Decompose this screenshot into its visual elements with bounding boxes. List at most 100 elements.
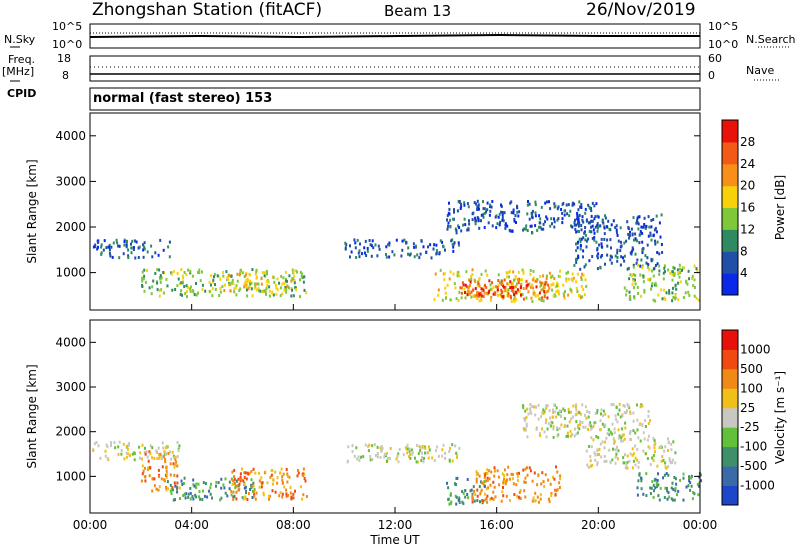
power-cell xyxy=(474,222,477,226)
velocity-cell xyxy=(228,487,231,491)
colorbar-tick-label: 12 xyxy=(740,222,755,236)
velocity-cell xyxy=(690,474,693,478)
power-cell xyxy=(478,292,481,296)
power-cell xyxy=(646,265,649,269)
velocity-cell xyxy=(253,494,256,498)
velocity-cell xyxy=(173,473,176,477)
velocity-cell xyxy=(174,455,177,459)
velocity-cell xyxy=(560,410,563,414)
power-cell xyxy=(660,288,663,292)
power-cell xyxy=(467,290,470,293)
velocity-cell xyxy=(582,425,585,429)
velocity-cell xyxy=(577,410,580,414)
power-cell xyxy=(528,202,531,206)
power-cell xyxy=(251,294,254,298)
power-cell xyxy=(433,243,436,247)
colorbar-swatch xyxy=(722,485,738,506)
power-cell xyxy=(486,208,489,212)
velocity-cell xyxy=(672,487,675,491)
velocity-cell xyxy=(380,445,383,448)
power-cell xyxy=(654,239,656,243)
power-cell xyxy=(623,286,626,290)
velocity-cell xyxy=(664,486,667,490)
power-cell xyxy=(400,254,403,258)
velocity-cell xyxy=(594,458,597,462)
power-cell xyxy=(248,272,251,276)
velocity-cell xyxy=(305,495,308,498)
velocity-cell xyxy=(609,430,612,434)
velocity-cell xyxy=(629,430,632,433)
power-cell xyxy=(502,295,505,299)
velocity-cell xyxy=(454,494,457,498)
power-cell xyxy=(575,280,578,284)
velocity-cell xyxy=(645,472,648,476)
power-cell xyxy=(588,221,591,225)
power-cell xyxy=(525,224,528,228)
velocity-cell xyxy=(616,445,618,449)
velocity-cell xyxy=(529,469,532,473)
velocity-cell xyxy=(690,476,693,480)
velocity-cell xyxy=(584,425,587,429)
power-cell xyxy=(157,253,160,257)
power-cell xyxy=(575,260,578,264)
velocity-cell xyxy=(500,499,503,503)
power-cell xyxy=(513,217,516,221)
power-cell xyxy=(663,264,666,268)
date-label: 26/Nov/2019 xyxy=(586,0,696,20)
power-cell xyxy=(493,291,496,295)
velocity-cell xyxy=(120,449,123,452)
velocity-cell xyxy=(558,481,561,485)
velocity-cell xyxy=(230,493,233,497)
power-cell xyxy=(195,282,197,285)
velocity-cell xyxy=(397,452,400,456)
velocity-cell xyxy=(503,474,506,478)
velocity-cell xyxy=(654,450,656,454)
velocity-cell xyxy=(252,484,255,488)
power-cell xyxy=(266,280,269,283)
power-cell xyxy=(158,294,161,298)
velocity-cell xyxy=(647,422,650,425)
velocity-cell xyxy=(484,479,487,483)
power-cell xyxy=(627,226,630,229)
velocity-cell xyxy=(416,460,419,464)
power-cell xyxy=(498,212,501,216)
velocity-cell xyxy=(376,455,379,459)
power-cell xyxy=(482,207,485,211)
power-cell xyxy=(511,229,514,233)
power-cell xyxy=(281,282,284,286)
velocity-cell xyxy=(496,469,499,473)
power-cell xyxy=(530,211,533,215)
velocity-cell xyxy=(141,464,144,468)
velocity-cell xyxy=(632,419,635,423)
power-cell xyxy=(619,263,622,267)
velocity-cell xyxy=(245,491,247,495)
power-cell xyxy=(257,282,260,286)
velocity-cell xyxy=(141,443,144,447)
velocity-cell xyxy=(162,455,165,459)
velocity-cell xyxy=(192,497,195,501)
velocity-cell xyxy=(524,467,527,471)
power-cell xyxy=(656,240,659,244)
velocity-cell xyxy=(524,495,527,499)
power-cell xyxy=(541,296,544,300)
velocity-cell xyxy=(246,498,249,501)
power-cell xyxy=(474,294,477,298)
power-cell xyxy=(370,254,373,258)
power-cell xyxy=(582,288,585,291)
velocity-cell xyxy=(493,466,496,470)
power-cell xyxy=(645,224,648,228)
power-cell xyxy=(576,290,579,293)
power-cell xyxy=(130,251,133,255)
velocity-cell xyxy=(171,450,174,454)
power-cell xyxy=(433,298,436,302)
velocity-cell xyxy=(546,404,549,408)
power-cell xyxy=(677,281,680,285)
velocity-cell xyxy=(618,408,621,412)
velocity-cell xyxy=(566,431,569,435)
velocity-cell xyxy=(685,485,688,489)
power-cell xyxy=(691,274,694,278)
velocity-cell xyxy=(653,446,656,450)
velocity-cell xyxy=(620,439,623,443)
velocity-cell xyxy=(251,484,254,488)
power-cell xyxy=(531,300,534,303)
